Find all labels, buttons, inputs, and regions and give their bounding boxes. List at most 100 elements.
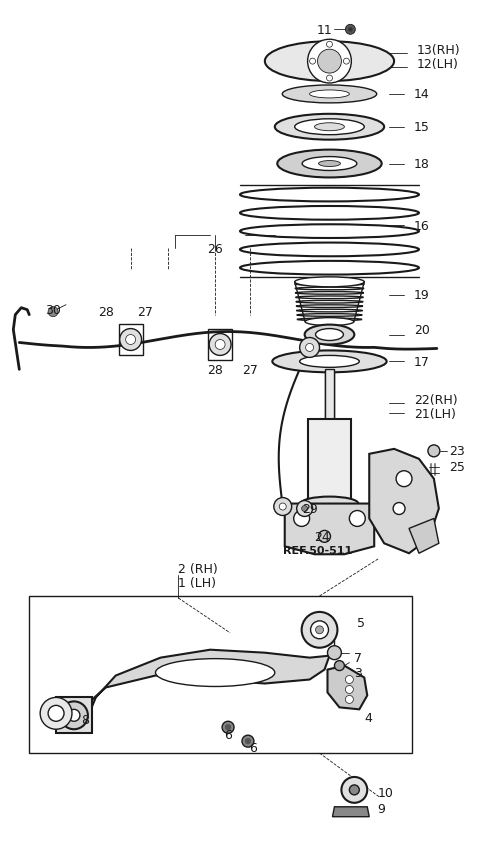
Circle shape <box>319 531 330 543</box>
Bar <box>29 596 412 753</box>
Ellipse shape <box>319 161 340 167</box>
Text: 7: 7 <box>354 652 362 665</box>
Circle shape <box>315 626 324 634</box>
Ellipse shape <box>302 158 357 171</box>
Circle shape <box>306 344 313 352</box>
Circle shape <box>346 695 353 704</box>
Polygon shape <box>327 665 367 710</box>
Text: 13(RH): 13(RH) <box>417 43 461 56</box>
Ellipse shape <box>305 319 354 326</box>
Circle shape <box>120 329 142 351</box>
Ellipse shape <box>300 497 358 511</box>
Text: 26: 26 <box>207 242 223 256</box>
Bar <box>119 325 143 356</box>
Circle shape <box>300 338 320 358</box>
Ellipse shape <box>295 119 364 135</box>
Circle shape <box>396 471 412 487</box>
Circle shape <box>215 340 225 350</box>
Text: 11: 11 <box>317 24 333 37</box>
Circle shape <box>346 676 353 683</box>
Circle shape <box>68 710 80 722</box>
Circle shape <box>346 686 353 694</box>
Text: 10: 10 <box>377 786 393 799</box>
Text: 5: 5 <box>357 617 365 630</box>
Text: 21(LH): 21(LH) <box>414 407 456 420</box>
Ellipse shape <box>277 151 382 178</box>
Ellipse shape <box>295 278 364 287</box>
Text: 28: 28 <box>98 306 114 319</box>
Polygon shape <box>86 650 329 716</box>
Circle shape <box>349 511 365 527</box>
Ellipse shape <box>310 91 349 99</box>
Ellipse shape <box>282 86 377 104</box>
Ellipse shape <box>265 43 394 82</box>
Circle shape <box>242 735 254 747</box>
Bar <box>208 329 232 361</box>
Polygon shape <box>409 519 439 554</box>
Text: REF.50-511: REF.50-511 <box>283 545 352 556</box>
Text: 27: 27 <box>242 364 258 377</box>
Circle shape <box>297 501 312 517</box>
Circle shape <box>341 777 367 803</box>
Circle shape <box>301 506 308 512</box>
Circle shape <box>225 724 231 730</box>
Circle shape <box>126 335 136 345</box>
Polygon shape <box>333 807 369 817</box>
Text: 16: 16 <box>414 220 430 233</box>
Circle shape <box>349 785 360 795</box>
Circle shape <box>60 701 88 729</box>
Text: 8: 8 <box>81 713 89 726</box>
Text: 19: 19 <box>414 289 430 302</box>
Circle shape <box>301 613 337 648</box>
Circle shape <box>48 705 64 722</box>
Circle shape <box>346 26 355 35</box>
Polygon shape <box>285 504 374 555</box>
Text: 1 (LH): 1 (LH) <box>179 576 216 589</box>
Text: 6: 6 <box>249 740 257 754</box>
Ellipse shape <box>305 325 354 345</box>
Circle shape <box>343 59 349 65</box>
Text: 9: 9 <box>377 803 385 815</box>
Polygon shape <box>369 449 439 554</box>
Circle shape <box>310 59 315 65</box>
Text: 28: 28 <box>207 364 223 377</box>
Ellipse shape <box>314 124 344 131</box>
Circle shape <box>222 722 234 734</box>
Circle shape <box>393 503 405 515</box>
Text: 29: 29 <box>302 503 317 515</box>
Text: 17: 17 <box>414 355 430 368</box>
Bar <box>324 370 335 419</box>
Text: 4: 4 <box>364 711 372 724</box>
Circle shape <box>294 511 310 527</box>
Circle shape <box>209 334 231 356</box>
Bar <box>56 698 92 734</box>
Text: 15: 15 <box>414 121 430 134</box>
Circle shape <box>48 308 58 317</box>
Text: 3: 3 <box>354 666 362 679</box>
Text: 14: 14 <box>414 89 430 101</box>
Text: 27: 27 <box>138 306 154 319</box>
Ellipse shape <box>272 351 387 373</box>
Circle shape <box>40 698 72 729</box>
Text: 24: 24 <box>313 530 329 544</box>
Circle shape <box>245 739 251 745</box>
Circle shape <box>428 446 440 458</box>
Circle shape <box>318 50 341 74</box>
Text: 6: 6 <box>224 728 232 741</box>
Text: 23: 23 <box>449 445 465 458</box>
Ellipse shape <box>300 356 360 368</box>
Text: 22(RH): 22(RH) <box>414 393 457 406</box>
Ellipse shape <box>275 115 384 141</box>
Text: 18: 18 <box>414 158 430 170</box>
Text: 12(LH): 12(LH) <box>417 58 459 71</box>
Circle shape <box>326 76 333 82</box>
Text: 25: 25 <box>449 461 465 474</box>
Circle shape <box>335 661 344 671</box>
Circle shape <box>327 646 341 659</box>
Circle shape <box>274 498 292 515</box>
Circle shape <box>348 28 352 32</box>
Bar <box>308 419 351 504</box>
Circle shape <box>308 40 351 83</box>
Circle shape <box>311 621 328 639</box>
Ellipse shape <box>156 659 275 687</box>
